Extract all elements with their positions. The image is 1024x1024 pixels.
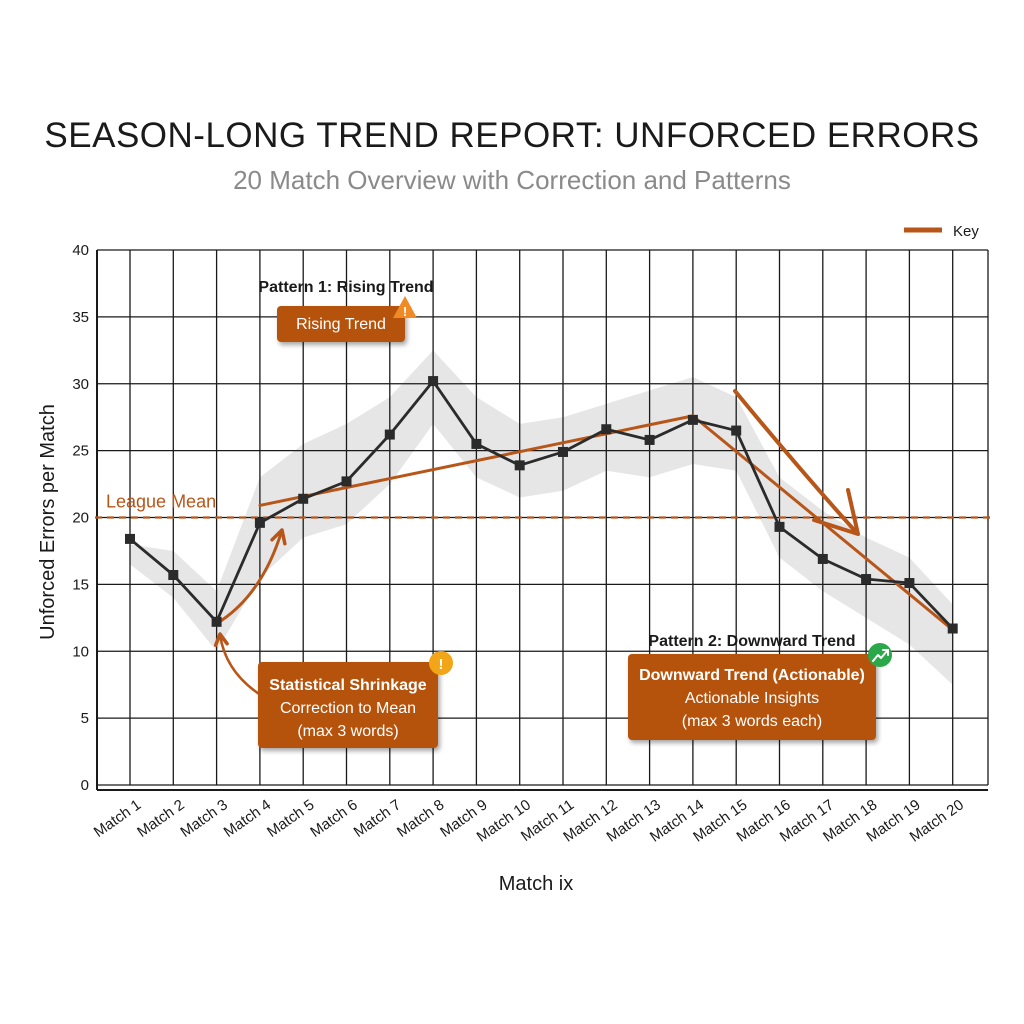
pattern2-box-line1: Actionable Insights <box>685 690 819 707</box>
data-point <box>384 429 395 440</box>
data-point <box>341 476 352 487</box>
data-point <box>298 493 309 504</box>
y-tick-label: 20 <box>72 510 89 527</box>
downward-arrowhead <box>812 488 860 536</box>
shrinkage-pointer-head <box>213 632 229 647</box>
x-tick-label: Match 3 <box>177 796 230 841</box>
y-tick-label: 5 <box>81 710 89 727</box>
confidence-band <box>130 350 953 685</box>
svg-text:!: ! <box>403 304 407 319</box>
svg-text:!: ! <box>439 656 444 673</box>
data-point <box>428 376 439 387</box>
data-point <box>687 414 698 425</box>
pattern1-title: Pattern 1: Rising Trend <box>258 279 433 296</box>
x-axis-label: Match ix <box>499 873 573 895</box>
shrinkage-arrow <box>214 528 284 626</box>
data-point <box>947 623 958 634</box>
trend-line <box>258 414 695 507</box>
data-point <box>514 460 525 471</box>
x-tick-label: Match 1 <box>91 796 144 841</box>
pattern2-box-title: Downward Trend (Actionable) <box>639 667 865 684</box>
shrinkage-box-line2: (max 3 words) <box>297 723 398 740</box>
series-line <box>129 379 954 630</box>
pattern2-title: Pattern 2: Downward Trend <box>648 633 855 650</box>
y-tick-label: 0 <box>81 777 89 794</box>
shrinkage-box-line1: Correction to Mean <box>280 700 416 717</box>
x-tick-label: Match 8 <box>394 796 447 841</box>
exclamation-circle-icon: ! <box>429 651 453 675</box>
league-mean-label: League Mean <box>106 492 216 512</box>
data-point <box>254 517 265 528</box>
y-tick-label: 10 <box>72 643 89 660</box>
y-tick-label: 35 <box>72 309 89 326</box>
shrinkage-box <box>258 662 438 748</box>
x-tick-label: Match 4 <box>221 796 274 841</box>
data-point <box>211 616 222 627</box>
data-point <box>644 434 655 445</box>
y-axis-label: Unforced Errors per Match <box>37 404 59 640</box>
data-point <box>125 533 135 544</box>
x-tick-label: Match 2 <box>134 796 187 841</box>
y-tick-label: 40 <box>72 242 89 259</box>
data-point <box>471 438 482 449</box>
data-point <box>558 446 568 457</box>
pattern2-box <box>628 654 876 740</box>
data-point <box>817 553 828 564</box>
data-point <box>774 521 785 532</box>
pattern2-box-line2: (max 3 words each) <box>682 713 823 730</box>
shrinkage-pointer <box>218 632 264 698</box>
x-tick-label: Match 5 <box>264 796 317 841</box>
chart-subtitle: 20 Match Overview with Correction and Pa… <box>233 165 791 195</box>
y-tick-label: 15 <box>72 576 89 593</box>
chart-title: SEASON-LONG TREND REPORT: UNFORCED ERROR… <box>44 116 980 155</box>
data-point <box>861 574 872 585</box>
data-point <box>904 578 915 589</box>
legend-label: Key <box>953 223 979 240</box>
shrinkage-box-title: Statistical Shrinkage <box>269 677 426 694</box>
warning-triangle-icon: ! <box>393 296 417 319</box>
x-tick-label: Match 6 <box>307 796 360 841</box>
pattern1-box <box>277 306 405 342</box>
downward-arrow <box>733 389 858 534</box>
y-tick-label: 30 <box>72 376 89 393</box>
data-point <box>168 570 179 581</box>
pattern1-box-label: Rising Trend <box>296 316 386 333</box>
data-point <box>601 424 612 435</box>
x-tick-label: Match 7 <box>351 796 404 841</box>
shrinkage-arrowhead <box>270 528 287 546</box>
trend-up-circle-icon <box>868 643 892 667</box>
data-point <box>731 425 742 436</box>
y-tick-label: 25 <box>72 443 89 460</box>
